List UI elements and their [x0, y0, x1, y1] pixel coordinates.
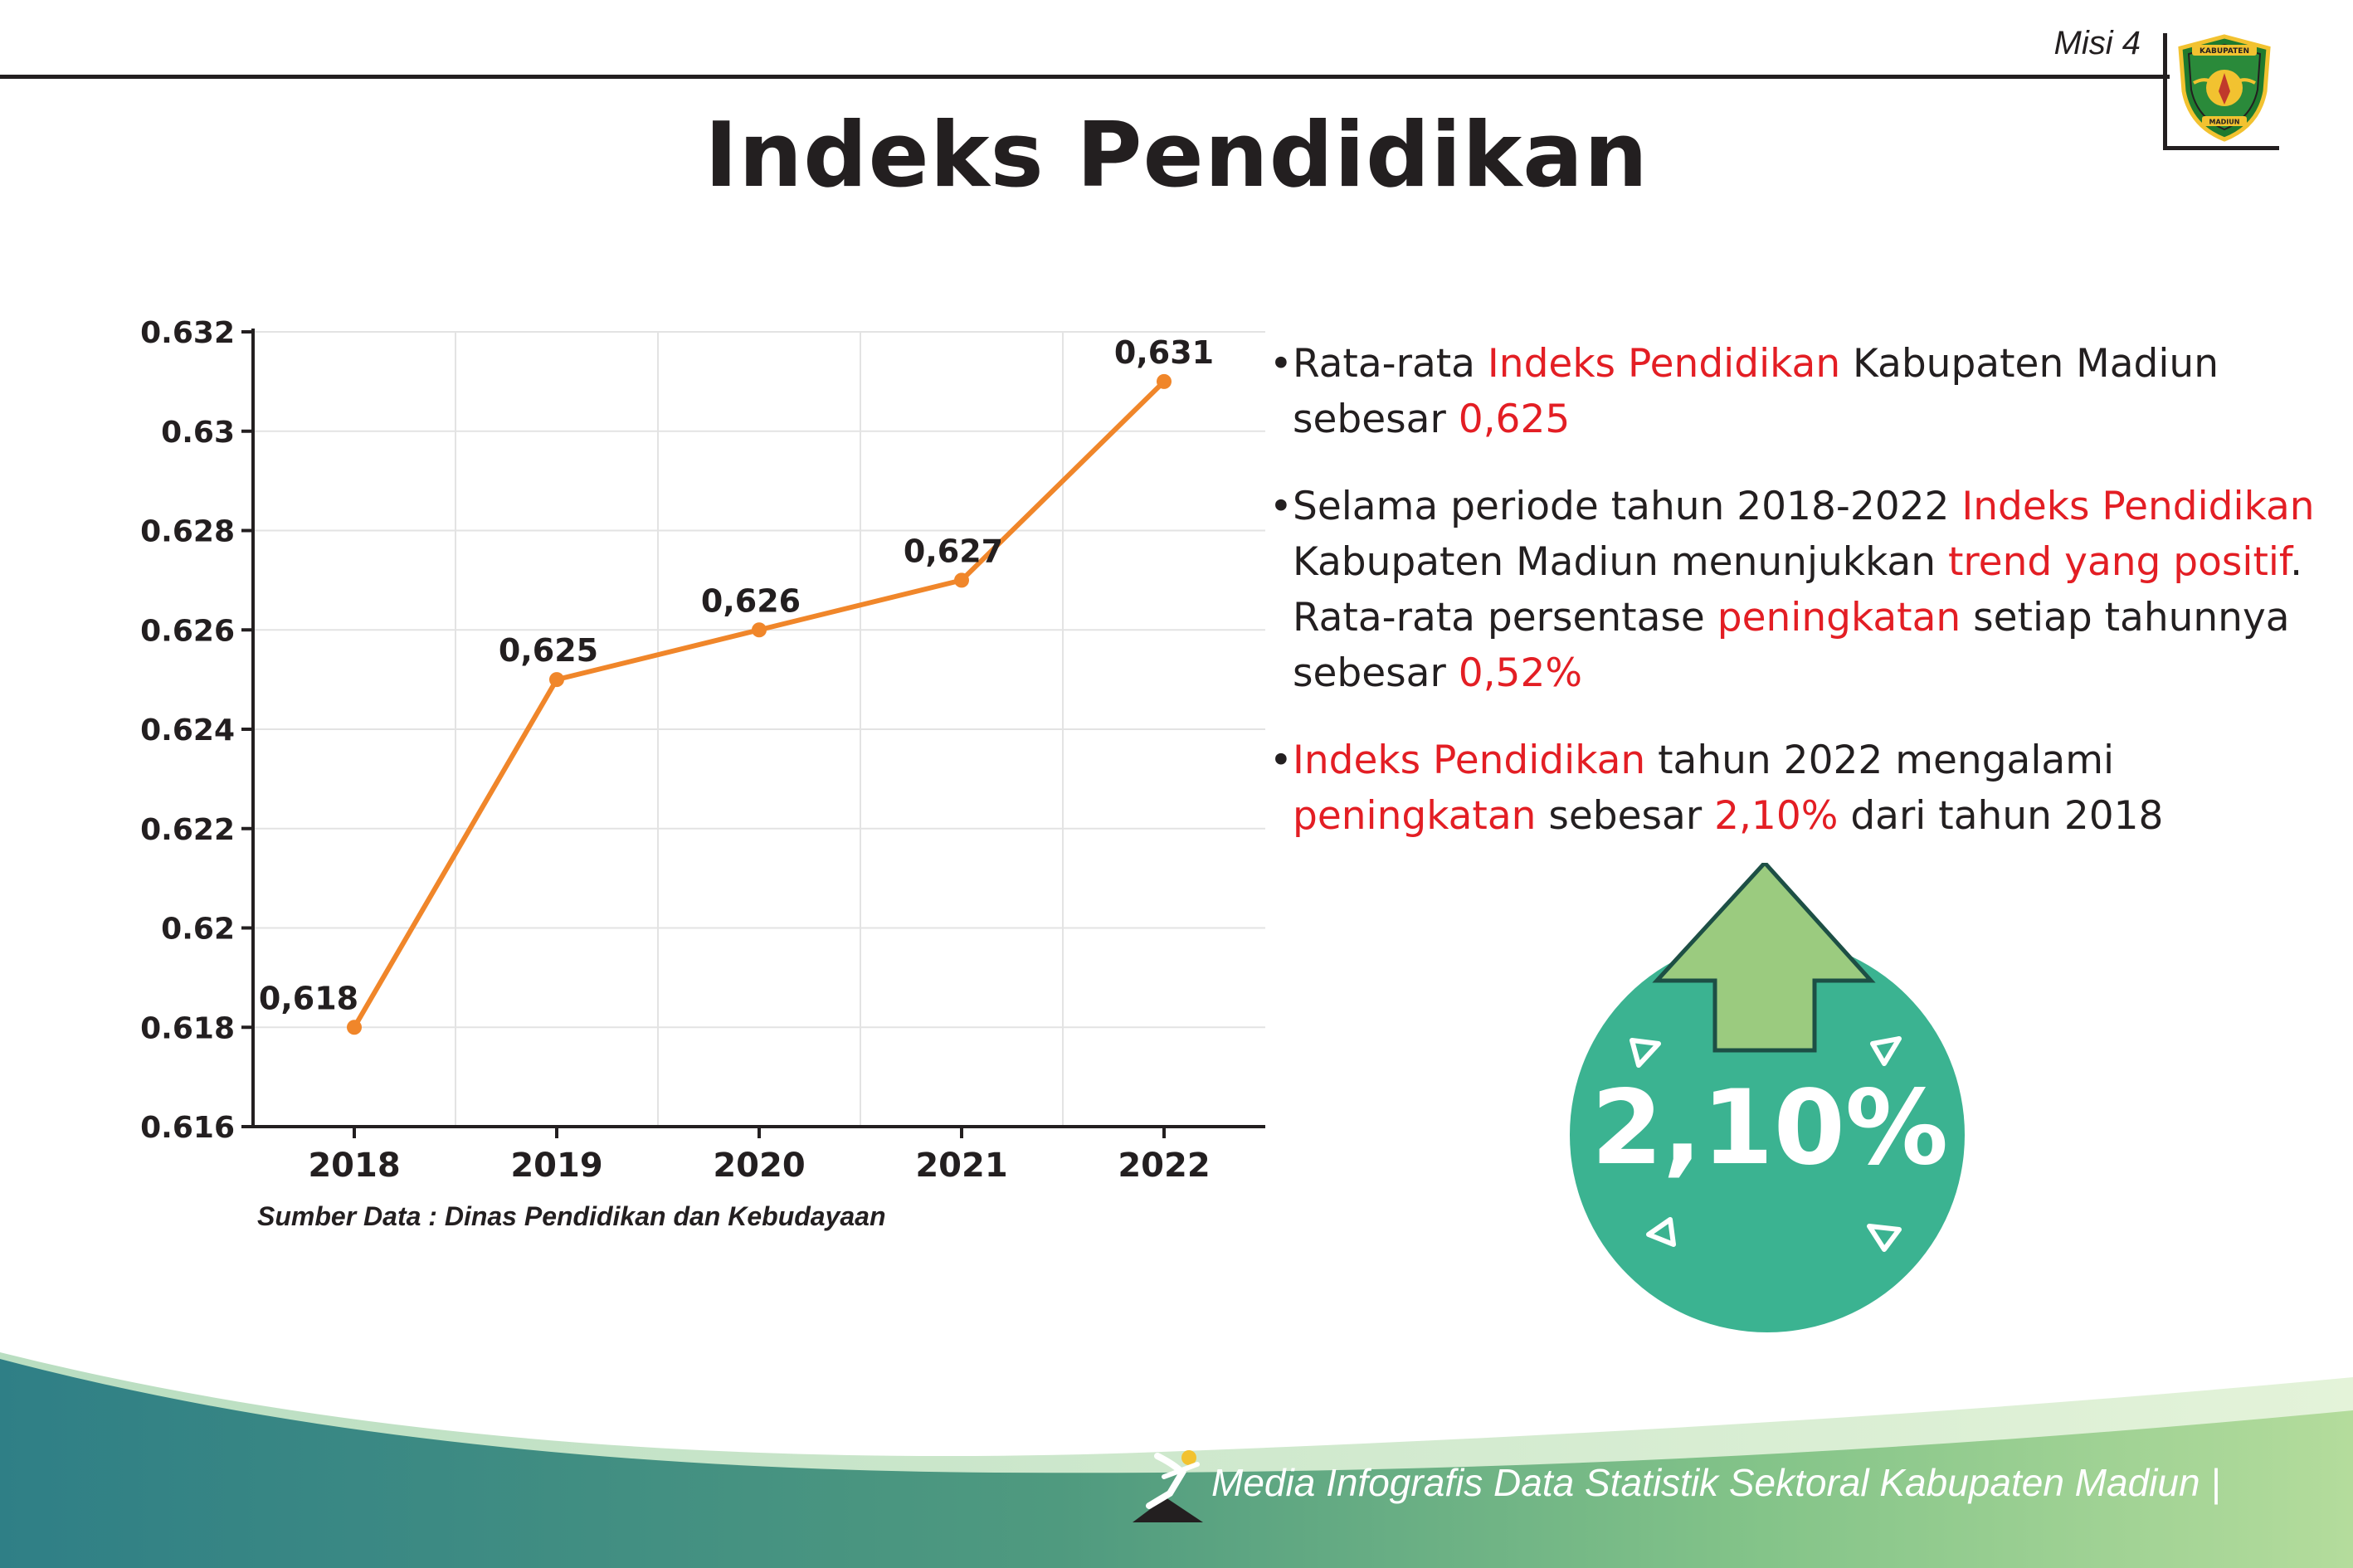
data-label: 0,627	[904, 533, 1003, 569]
badge-tick-icon	[1867, 1224, 1902, 1252]
header-rule	[0, 75, 2170, 79]
badge-circle	[1570, 937, 1965, 1332]
y-tick-label: 0.626	[140, 614, 235, 648]
misi-label: Misi 4	[2053, 25, 2141, 61]
x-tick-label: 2020	[713, 1147, 805, 1185]
data-label: 0,625	[499, 632, 598, 669]
bullet-dot-icon: •	[1269, 738, 1293, 783]
x-tick-label: 2022	[1118, 1147, 1210, 1185]
footer-tagline: Media Infografis Data Statistik Sektoral…	[1211, 1461, 2221, 1504]
kabupaten-madiun-logo: KABUPATEN MADIUN	[2178, 34, 2271, 142]
bullet-text: sebesar	[1536, 793, 1715, 839]
data-point	[752, 622, 767, 638]
data-point	[954, 572, 969, 588]
bullet-text: dari tahun 2018	[1838, 793, 2164, 839]
page-title: Indeks Pendidikan	[704, 104, 1649, 207]
highlight-text: Indeks Pendidikan	[1487, 341, 1841, 387]
bullet-text: Kabupaten Madiun menunjukkan	[1293, 539, 1948, 585]
y-tick-label: 0.63	[161, 416, 235, 450]
insight-bullet: • Rata-rata Indeks Pendidikan Kabupaten M…	[1269, 336, 2323, 447]
x-tick-label: 2019	[510, 1147, 602, 1185]
x-tick-label: 2021	[915, 1147, 1007, 1185]
data-point	[1157, 373, 1172, 389]
chart-source-note: Sumber Data : Dinas Pendidikan dan Kebud…	[257, 1201, 886, 1231]
bullet-text: Rata-rata	[1293, 341, 1488, 387]
badge-tick-icon	[1630, 1038, 1661, 1068]
y-tick-label: 0.616	[140, 1111, 235, 1145]
y-tick-label: 0.628	[140, 515, 235, 549]
growth-badge: 2,10%	[1564, 863, 1971, 1338]
bullet-dot-icon: •	[1269, 341, 1293, 387]
insight-bullet: • Indeks Pendidikan tahun 2022 mengalami …	[1269, 733, 2323, 844]
insight-bullet-list: • Rata-rata Indeks Pendidikan Kabupaten M…	[1269, 336, 2323, 875]
highlight-text: trend yang positif	[1947, 539, 2291, 585]
y-tick-label: 0.622	[140, 813, 235, 847]
up-arrow-icon	[1652, 863, 1876, 1053]
data-label: 0,618	[259, 980, 358, 1016]
highlight-text: 0,52%	[1458, 650, 1583, 696]
highlight-text: peningkatan	[1717, 595, 1961, 640]
series-line	[352, 379, 1167, 1029]
data-point	[549, 672, 564, 688]
y-tick-label: 0.624	[140, 713, 235, 747]
bullet-text: Selama periode tahun 2018-2022	[1293, 484, 1962, 529]
logo-text-top: KABUPATEN	[2200, 47, 2249, 56]
logo-text-bottom: MADIUN	[2209, 119, 2240, 126]
highlight-text: 0,625	[1458, 397, 1571, 442]
y-tick-label: 0.62	[161, 913, 235, 947]
highlight-text: 2,10%	[1714, 793, 1839, 839]
badge-tick-icon	[1870, 1036, 1902, 1066]
highlight-text: Indeks Pendidikan	[1961, 484, 2315, 529]
data-label: 0,626	[701, 582, 801, 619]
data-label: 0,631	[1114, 334, 1214, 371]
highlight-text: peningkatan	[1293, 793, 1537, 839]
badge-tick-icon	[1646, 1217, 1676, 1247]
y-tick-label: 0.618	[140, 1011, 235, 1045]
corner-bracket-vertical	[2163, 33, 2167, 149]
bullet-text: Kabupaten Madiun sebesar	[1293, 341, 2219, 442]
data-point	[347, 1020, 362, 1035]
x-tick-label: 2018	[308, 1147, 400, 1185]
line-chart: 0.616 0.618 0.62 0.622 0.624 0.626 0.628 0.63 0.…	[140, 316, 1265, 1185]
badge-value: 2,10%	[1591, 1069, 1948, 1188]
bullet-text: . Rata-rata persentase	[1293, 539, 2303, 640]
footer-wave	[0, 1352, 2353, 1568]
bullet-text: setiap tahunnya sebesar	[1293, 595, 2290, 696]
corner-bracket-horizontal	[2163, 146, 2279, 150]
bullet-text: tahun 2022 mengalami	[1645, 738, 2115, 783]
highlight-text: Indeks Pendidikan	[1293, 738, 1646, 783]
bullet-dot-icon: •	[1269, 484, 1293, 529]
y-tick-label: 0.632	[140, 316, 235, 350]
running-figure-icon	[1133, 1450, 1203, 1522]
insight-bullet: • Selama periode tahun 2018-2022 Indeks P…	[1269, 479, 2323, 701]
